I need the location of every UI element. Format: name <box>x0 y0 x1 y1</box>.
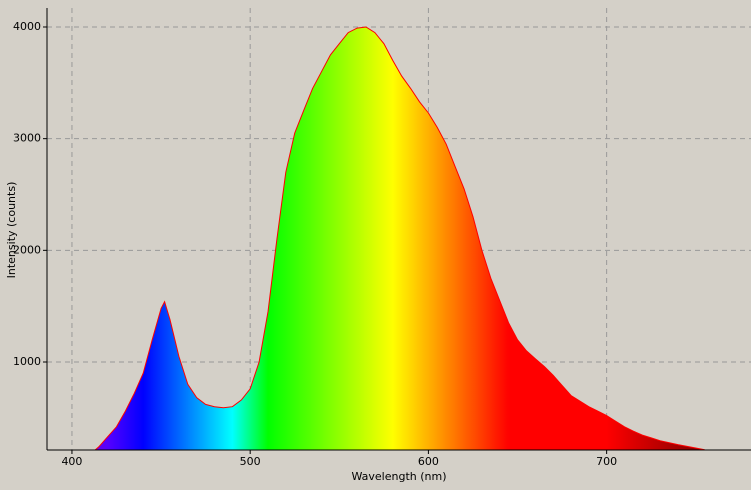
x-tick-label: 600 <box>418 455 439 468</box>
y-axis-label: Intensity (counts) <box>5 182 18 279</box>
x-tick-label: 500 <box>240 455 261 468</box>
x-tick-label: 400 <box>61 455 82 468</box>
area <box>95 27 705 450</box>
y-tick-label: 2000 <box>13 243 41 256</box>
y-tick-label: 4000 <box>13 20 41 33</box>
x-axis-label: Wavelength (nm) <box>351 470 446 483</box>
y-tick-label: 1000 <box>13 355 41 368</box>
x-tick-label: 700 <box>596 455 617 468</box>
line <box>94 26 705 451</box>
y-tick-label: 3000 <box>13 132 41 145</box>
